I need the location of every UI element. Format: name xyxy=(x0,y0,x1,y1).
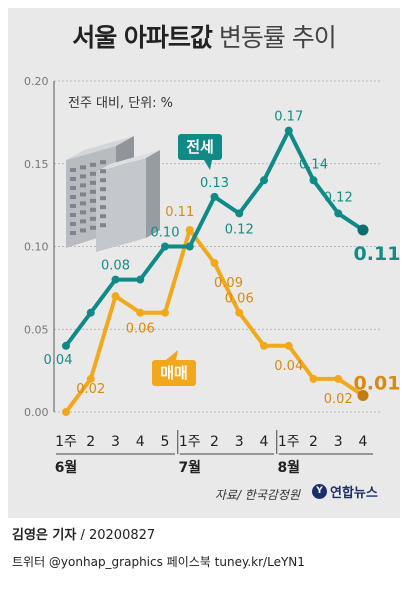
x-tick-label: 3 xyxy=(334,434,343,450)
unit-label: 전주 대비, 단위: % xyxy=(68,96,174,111)
y-tick-label: 0.20 xyxy=(24,75,49,88)
month-label: 8월 xyxy=(277,459,300,476)
data-point xyxy=(62,408,70,416)
x-tick-label: 2 xyxy=(210,434,219,450)
data-label: 0.11 xyxy=(354,243,401,265)
data-point xyxy=(136,275,145,284)
publish-date: / 20200827 xyxy=(80,528,156,543)
yonhap-logo: Y 연합뉴스 xyxy=(312,482,378,501)
data-point xyxy=(260,341,268,350)
data-label: 0.13 xyxy=(200,176,229,191)
data-point xyxy=(235,308,244,317)
legend-jeonse: 전세 xyxy=(178,134,222,170)
data-label: 0.11 xyxy=(165,205,194,220)
data-label: 0.04 xyxy=(44,353,73,368)
x-tick-label: 1주 xyxy=(55,434,77,450)
x-axis: 1주 2 3 4 5 1주 2 3 4 1주 2 3 46월 7월 8월 xyxy=(55,430,373,476)
source-note: 자료/ 한국감정원 xyxy=(214,488,300,502)
data-point xyxy=(185,242,194,251)
data-label: 0.12 xyxy=(324,190,353,205)
data-label: 0.06 xyxy=(126,322,155,337)
chart-title: 서울 아파트값 변동률 추이 xyxy=(0,18,408,54)
y-tick-label: 0.15 xyxy=(24,158,49,171)
reporter-name: 김영은 기자 xyxy=(12,528,77,543)
title-sub: 변동률 추이 xyxy=(218,23,337,52)
x-tick-label: 4 xyxy=(359,434,368,450)
x-tick-label: 4 xyxy=(136,434,145,450)
data-point xyxy=(62,341,70,350)
x-tick-label: 2 xyxy=(309,434,318,450)
legend-jeonse-box xyxy=(178,134,222,160)
data-label: 0.02 xyxy=(76,382,105,397)
logo-text: 연합뉴스 xyxy=(330,486,378,501)
data-label: 0.02 xyxy=(324,392,353,407)
data-point xyxy=(111,292,120,301)
x-tick-label: 1주 xyxy=(278,434,300,450)
x-tick-label: 5 xyxy=(161,434,170,450)
month-label: 7월 xyxy=(178,459,201,476)
data-point xyxy=(185,225,194,234)
data-point xyxy=(86,374,95,383)
data-point xyxy=(357,224,369,236)
data-point xyxy=(111,275,120,284)
y-tick-label: 0.10 xyxy=(24,241,49,254)
y-tick-label: 0.00 xyxy=(24,406,49,419)
yonhap-logo-icon: Y xyxy=(312,484,327,499)
legend-maemae-text: 매매 xyxy=(160,364,188,382)
data-point xyxy=(161,308,169,317)
x-tick-label: 4 xyxy=(260,434,269,450)
data-point xyxy=(235,209,244,218)
month-label: 6월 xyxy=(55,459,78,476)
data-label: 0.04 xyxy=(274,359,303,374)
title-main: 서울 아파트값 xyxy=(72,23,213,52)
chart-panel xyxy=(8,8,400,518)
data-label: 0.14 xyxy=(299,157,328,172)
x-tick-label: 3 xyxy=(111,434,120,450)
y-axis: 0.00 0.05 0.10 0.15 0.20 xyxy=(24,75,55,419)
data-label: 0.08 xyxy=(101,259,130,274)
legend-maemae: 매매 xyxy=(152,350,196,386)
data-point xyxy=(210,192,219,201)
data-point xyxy=(86,308,95,317)
data-label: 0.01 xyxy=(354,372,401,394)
data-point xyxy=(284,341,293,350)
legend-maemae-pointer xyxy=(166,350,178,360)
data-point xyxy=(309,176,318,185)
data-point xyxy=(260,176,268,185)
legend-jeonse-text: 전세 xyxy=(186,138,214,156)
data-label: 0.06 xyxy=(225,292,254,307)
legend-jeonse-pointer xyxy=(204,160,212,170)
x-tick-label: 2 xyxy=(86,434,95,450)
data-point xyxy=(210,259,219,268)
data-point xyxy=(357,389,369,401)
data-label: 0.10 xyxy=(151,226,180,241)
data-point xyxy=(284,126,293,135)
data-point xyxy=(309,374,318,383)
data-point xyxy=(334,209,343,218)
social-links: 트위터 @yonhap_graphics 페이스북 tuney.kr/LeYN1 xyxy=(12,555,305,569)
data-label: 0.09 xyxy=(214,276,243,291)
y-tick-label: 0.05 xyxy=(24,323,49,336)
legend-maemae-box xyxy=(152,360,196,386)
data-point xyxy=(161,242,169,251)
series-line-maemae xyxy=(64,227,365,414)
data-point xyxy=(334,374,343,383)
x-tick-label: 1주 xyxy=(179,434,201,450)
line-chart: 0.00 0.05 0.10 0.15 0.20 0.04 0.08 0.10 0.13 0.1… xyxy=(24,75,401,476)
data-label: 0.12 xyxy=(225,222,254,237)
data-point xyxy=(136,308,145,317)
credit-line: 김영은 기자 / 20200827 xyxy=(12,524,155,543)
apartment-buildings-icon xyxy=(66,136,160,252)
x-tick-label: 3 xyxy=(235,434,244,450)
data-label: 0.17 xyxy=(274,110,303,125)
